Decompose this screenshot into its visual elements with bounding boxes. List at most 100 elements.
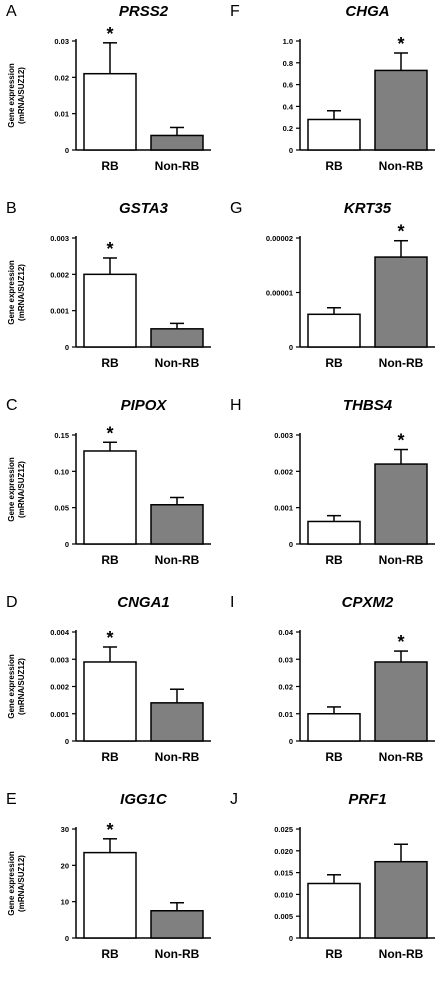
- y-tick-label: 0.15: [54, 431, 69, 440]
- y-tick-label: 0: [289, 540, 293, 549]
- y-axis-label-line2: (mRNA/SUZ12): [17, 67, 26, 124]
- category-label: Non-RB: [379, 356, 424, 370]
- y-tick-label: 0.03: [278, 655, 293, 664]
- bar-rb: [307, 520, 361, 545]
- significance-asterisk: *: [106, 628, 113, 648]
- gene-title: CHGA: [345, 3, 389, 20]
- bar-rb: [307, 713, 361, 742]
- panel-letter: J: [230, 791, 238, 808]
- gene-title: CNGA1: [117, 594, 170, 611]
- gene-title: GSTA3: [119, 200, 169, 217]
- category-label: RB: [101, 947, 119, 961]
- y-tick-label: 0.04: [278, 628, 293, 637]
- bar-non-rb: [374, 661, 428, 742]
- significance-asterisk: *: [106, 239, 113, 259]
- category-label: Non-RB: [379, 553, 424, 567]
- y-tick-label: 0: [289, 934, 293, 943]
- gene-title: IGG1C: [120, 791, 168, 808]
- y-tick-label: 0.02: [278, 683, 293, 692]
- y-tick-label: 0: [65, 934, 69, 943]
- category-label: RB: [101, 159, 119, 173]
- category-label: Non-RB: [155, 750, 200, 764]
- bar-rb: [307, 882, 361, 939]
- significance-asterisk: *: [106, 24, 113, 44]
- category-label: RB: [325, 159, 343, 173]
- y-tick-label: 0.02: [54, 73, 69, 82]
- y-axis-label-line2: (mRNA/SUZ12): [17, 658, 26, 715]
- y-axis-label-line2: (mRNA/SUZ12): [17, 855, 26, 912]
- category-label: Non-RB: [379, 750, 424, 764]
- y-tick-label: 0.00001: [266, 289, 293, 298]
- category-label: RB: [325, 947, 343, 961]
- gene-title: THBS4: [343, 397, 393, 414]
- y-axis-label-line2: (mRNA/SUZ12): [17, 264, 26, 321]
- panel-letter: C: [6, 397, 18, 414]
- y-tick-label: 0.6: [283, 81, 293, 90]
- gene-title: KRT35: [344, 200, 392, 217]
- significance-asterisk: *: [397, 34, 404, 54]
- y-tick-label: 0.2: [283, 124, 293, 133]
- bar-non-rb: [150, 910, 204, 939]
- y-tick-label: 0.01: [278, 710, 293, 719]
- significance-asterisk: *: [397, 632, 404, 652]
- panel-letter: H: [230, 397, 242, 414]
- y-axis-label-line1: Gene expression: [7, 457, 16, 522]
- y-tick-label: 0: [65, 343, 69, 352]
- category-label: RB: [325, 553, 343, 567]
- y-tick-label: 0.015: [274, 869, 293, 878]
- y-axis-label-line1: Gene expression: [7, 654, 16, 719]
- y-tick-label: 0: [65, 540, 69, 549]
- category-label: Non-RB: [155, 553, 200, 567]
- bar-rb: [83, 851, 137, 939]
- bar-rb: [83, 72, 137, 151]
- category-label: Non-RB: [155, 159, 200, 173]
- category-label: RB: [325, 356, 343, 370]
- category-label: Non-RB: [155, 356, 200, 370]
- significance-asterisk: *: [106, 423, 113, 443]
- y-tick-label: 0.03: [54, 37, 69, 46]
- y-tick-label: 0.001: [274, 504, 293, 513]
- y-tick-label: 0.020: [274, 847, 293, 856]
- y-tick-label: 0.4: [283, 102, 294, 111]
- y-tick-label: 0.10: [54, 467, 69, 476]
- bar-rb: [307, 118, 361, 151]
- bar-rb: [307, 313, 361, 348]
- bar-rb: [83, 450, 137, 545]
- y-tick-label: 0: [65, 146, 69, 155]
- y-tick-label: 0.001: [50, 307, 69, 316]
- y-tick-label: 0.010: [274, 890, 293, 899]
- panel-letter: A: [6, 3, 17, 20]
- gene-title: PRF1: [348, 791, 386, 808]
- bar-non-rb: [150, 504, 204, 545]
- y-tick-label: 0: [289, 737, 293, 746]
- bar-non-rb: [150, 702, 204, 742]
- bar-non-rb: [374, 256, 428, 348]
- y-tick-label: 0.8: [283, 59, 293, 68]
- gene-title: PIPOX: [121, 397, 168, 414]
- category-label: Non-RB: [379, 159, 424, 173]
- category-label: RB: [325, 750, 343, 764]
- bar-rb: [83, 273, 137, 348]
- y-tick-label: 0.002: [50, 270, 69, 279]
- y-tick-label: 10: [61, 898, 69, 907]
- panel-letter: F: [230, 3, 240, 20]
- y-tick-label: 0: [65, 737, 69, 746]
- y-tick-label: 0.003: [50, 234, 69, 243]
- y-tick-label: 0.003: [50, 655, 69, 664]
- gene-title: PRSS2: [119, 3, 169, 20]
- y-tick-label: 20: [61, 861, 69, 870]
- y-tick-label: 0.025: [274, 825, 293, 834]
- y-tick-label: 0: [289, 146, 293, 155]
- category-label: Non-RB: [155, 947, 200, 961]
- bar-non-rb: [150, 134, 204, 151]
- bar-rb: [83, 661, 137, 742]
- y-axis-label-line1: Gene expression: [7, 63, 16, 128]
- y-tick-label: 30: [61, 825, 69, 834]
- y-tick-label: 0.002: [274, 467, 293, 476]
- category-label: RB: [101, 750, 119, 764]
- category-label: Non-RB: [379, 947, 424, 961]
- significance-asterisk: *: [106, 820, 113, 840]
- y-axis-label-line2: (mRNA/SUZ12): [17, 461, 26, 518]
- y-tick-label: 0.01: [54, 110, 69, 119]
